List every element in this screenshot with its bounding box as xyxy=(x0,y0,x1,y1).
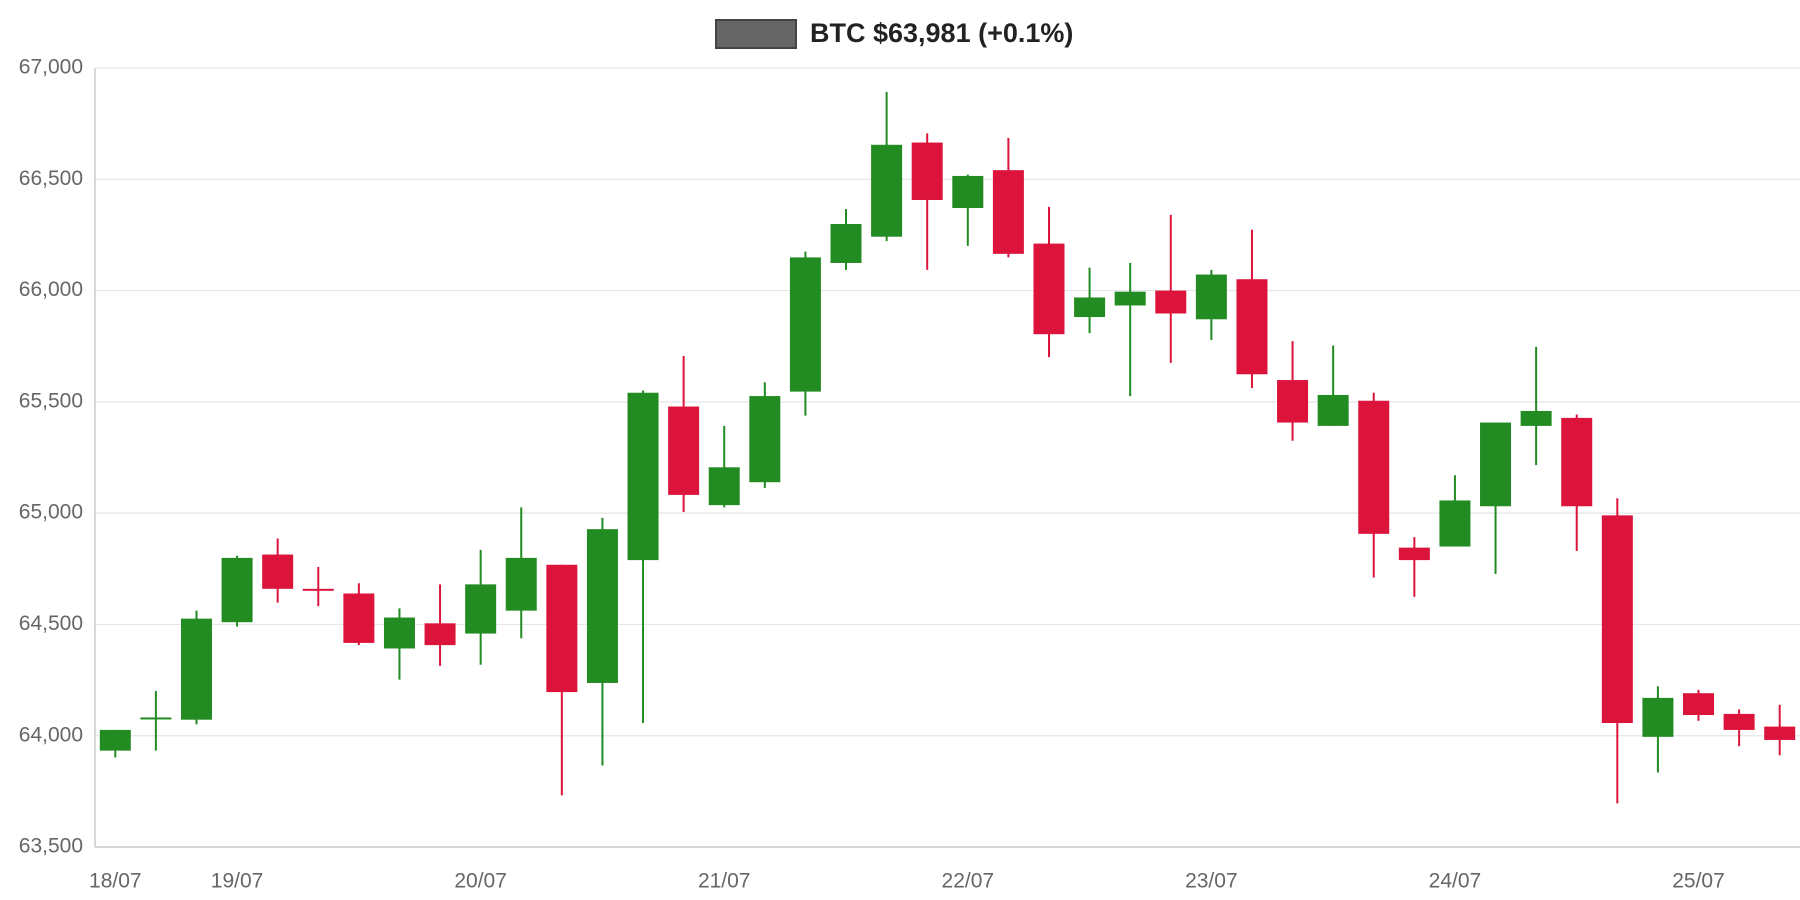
candle-body xyxy=(465,584,497,634)
candle-body xyxy=(749,396,781,483)
candle-body xyxy=(180,618,212,720)
y-tick-label: 64,500 xyxy=(19,612,83,635)
legend-swatch[interactable] xyxy=(715,19,797,49)
candle-body xyxy=(789,257,821,392)
x-tick-label: 24/07 xyxy=(1429,870,1482,893)
candle-body xyxy=(99,729,131,751)
candle-body xyxy=(262,554,294,589)
candle-body xyxy=(1520,410,1552,426)
candle-body xyxy=(1114,291,1146,306)
x-tick-label: 20/07 xyxy=(454,870,507,893)
candle-body xyxy=(586,529,618,683)
y-tick-label: 65,000 xyxy=(19,501,83,524)
candle-body xyxy=(1398,547,1430,561)
y-tick-label: 63,500 xyxy=(19,835,83,858)
candle-body xyxy=(546,564,578,693)
candle-body xyxy=(1155,290,1187,314)
candle-body xyxy=(1358,400,1390,534)
candle-body xyxy=(830,224,862,263)
candle-body xyxy=(424,623,456,646)
y-tick-label: 67,000 xyxy=(19,56,83,79)
candle-body xyxy=(1561,417,1593,507)
candle-body xyxy=(1601,515,1633,724)
candle-body xyxy=(627,392,659,561)
candle-body xyxy=(1642,697,1674,737)
x-tick-label: 25/07 xyxy=(1672,870,1725,893)
candle-body xyxy=(1480,422,1512,507)
candle-body xyxy=(302,588,334,591)
candle-body xyxy=(871,144,903,237)
x-tick-label: 23/07 xyxy=(1185,870,1238,893)
candle-body xyxy=(1723,713,1755,730)
y-tick-label: 66,000 xyxy=(19,278,83,301)
candle-body xyxy=(911,142,943,200)
candle-body xyxy=(952,175,984,208)
candle-body xyxy=(383,617,415,649)
y-tick-label: 65,500 xyxy=(19,389,83,412)
candle-body xyxy=(708,467,740,506)
x-tick-label: 21/07 xyxy=(698,870,751,893)
y-tick-label: 66,500 xyxy=(19,167,83,190)
candle-body xyxy=(1439,500,1471,547)
x-tick-label: 19/07 xyxy=(211,870,264,893)
legend-label[interactable]: BTC $63,981 (+0.1%) xyxy=(810,18,1073,48)
candle-body xyxy=(221,557,253,623)
candle-body xyxy=(1277,380,1309,423)
x-tick-label: 22/07 xyxy=(942,870,995,893)
candle-body xyxy=(1074,297,1106,318)
candle-body xyxy=(1764,726,1796,740)
candle-body xyxy=(1195,274,1227,320)
y-tick-label: 64,000 xyxy=(19,723,83,746)
candle-body xyxy=(1033,243,1065,335)
candle-body xyxy=(343,593,375,643)
candle-body xyxy=(668,406,700,495)
candle-body xyxy=(1317,394,1349,426)
candle-body xyxy=(992,170,1024,254)
candle-body xyxy=(1683,693,1715,716)
x-tick-label: 18/07 xyxy=(89,870,142,893)
candle-body xyxy=(1236,279,1268,375)
candle-body xyxy=(140,717,172,720)
candle-body xyxy=(505,557,537,611)
